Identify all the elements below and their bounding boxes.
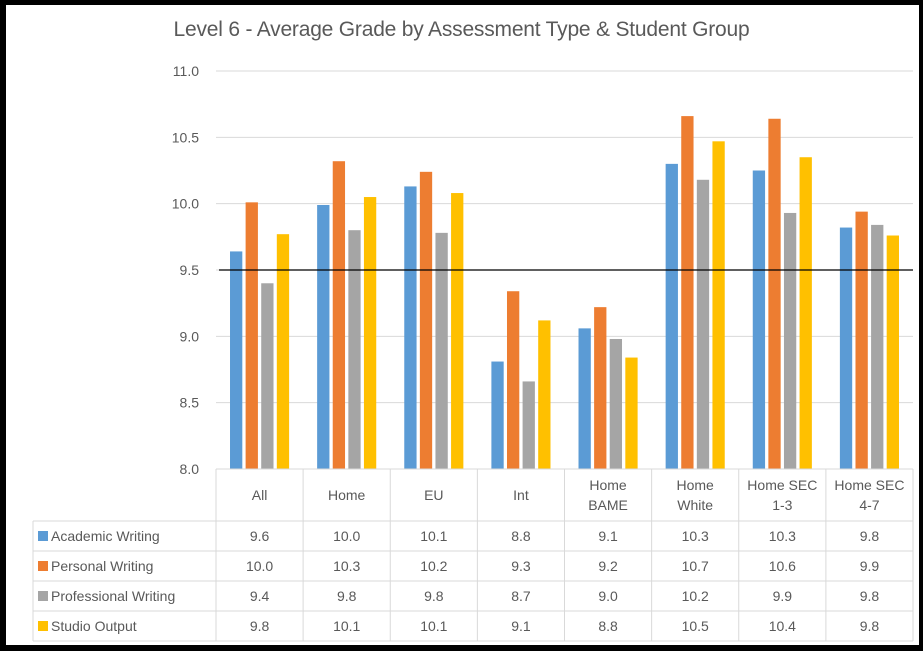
bar-personal-writing [506, 291, 520, 469]
bar-academic-writing [839, 227, 853, 469]
table-value: 9.2 [598, 558, 618, 574]
category-label: 1-3 [772, 497, 792, 513]
table-value: 10.0 [246, 558, 273, 574]
y-tick-label: 10.5 [172, 129, 199, 145]
bar-studio-output [625, 357, 638, 469]
category-label: BAME [588, 497, 628, 513]
table-value: 9.6 [250, 528, 270, 544]
table-value: 9.1 [598, 528, 618, 544]
table-value: 10.5 [682, 618, 709, 634]
bar-academic-writing [578, 328, 591, 469]
bar-personal-writing [594, 307, 607, 469]
y-tick-label: 8.5 [180, 395, 200, 411]
table-value: 10.3 [682, 528, 709, 544]
bar-academic-writing [404, 186, 417, 470]
bar-personal-writing [681, 116, 694, 470]
bar-studio-output [538, 320, 551, 469]
bar-studio-output [799, 157, 812, 469]
table-value: 10.2 [420, 558, 447, 574]
bar-academic-writing [665, 163, 678, 469]
table-value: 10.6 [769, 558, 796, 574]
bar-professional-writing [522, 381, 535, 469]
bar-academic-writing [491, 361, 504, 469]
y-tick-label: 9.0 [180, 328, 200, 344]
bar-professional-writing [348, 230, 361, 469]
table-value: 9.8 [860, 588, 880, 604]
bar-academic-writing [230, 251, 243, 469]
bar-studio-output [276, 234, 290, 469]
table-value: 10.2 [682, 588, 709, 604]
legend-label: Academic Writing [51, 528, 160, 544]
table-value: 9.0 [598, 588, 618, 604]
table-value: 10.0 [333, 528, 360, 544]
table-value: 9.3 [511, 558, 531, 574]
bar-personal-writing [768, 118, 781, 469]
category-label: Home SEC [834, 477, 904, 493]
table-value: 9.9 [773, 588, 793, 604]
bar-personal-writing [245, 202, 258, 469]
bar-professional-writing [435, 232, 448, 469]
bar-professional-writing [871, 224, 884, 469]
table-value: 9.8 [424, 588, 444, 604]
category-label: 4-7 [859, 497, 879, 513]
y-tick-label: 9.5 [180, 262, 200, 278]
table-value: 9.9 [860, 558, 880, 574]
y-tick-label: 11.0 [173, 63, 199, 79]
table-value: 10.1 [333, 618, 360, 634]
chart-title: Level 6 - Average Grade by Assessment Ty… [173, 18, 750, 41]
category-label: All [252, 487, 268, 503]
bar-studio-output [886, 235, 899, 469]
legend-label: Studio Output [51, 618, 137, 634]
table-value: 10.1 [420, 528, 447, 544]
legend-swatch [38, 561, 48, 571]
bar-professional-writing [261, 283, 274, 469]
bar-professional-writing [783, 212, 797, 469]
category-label: Home [328, 487, 366, 503]
y-tick-label: 8.0 [180, 461, 200, 477]
table-value: 10.4 [769, 618, 796, 634]
bar-professional-writing [696, 179, 710, 469]
table-value: 8.8 [598, 618, 618, 634]
legend-swatch [38, 621, 48, 631]
bar-professional-writing [609, 338, 623, 469]
legend-swatch [38, 531, 48, 541]
table-value: 10.1 [420, 618, 447, 634]
bar-academic-writing [317, 204, 330, 469]
category-label: Home SEC [747, 477, 817, 493]
category-label: Home [677, 477, 715, 493]
y-tick-label: 10.0 [172, 196, 199, 212]
legend-label: Personal Writing [51, 558, 153, 574]
bar-studio-output [712, 141, 725, 469]
table-value: 9.8 [860, 618, 880, 634]
category-label: EU [424, 487, 443, 503]
table-value: 10.3 [333, 558, 360, 574]
bar-studio-output [451, 193, 464, 469]
table-value: 9.8 [337, 588, 357, 604]
bar-personal-writing [419, 171, 433, 469]
category-label: Int [513, 487, 529, 503]
legend-label: Professional Writing [51, 588, 175, 604]
legend-swatch [38, 591, 48, 601]
bar-personal-writing [855, 211, 868, 470]
table-value: 9.8 [250, 618, 270, 634]
table-value: 8.8 [511, 528, 531, 544]
table-value: 10.3 [769, 528, 796, 544]
table-value: 9.8 [860, 528, 880, 544]
bar-personal-writing [332, 161, 346, 470]
category-label: Home [589, 477, 627, 493]
bar-academic-writing [752, 170, 766, 469]
bar-studio-output [363, 197, 377, 470]
table-value: 10.7 [682, 558, 709, 574]
table-value: 9.1 [511, 618, 531, 634]
table-value: 8.7 [511, 588, 531, 604]
table-value: 9.4 [250, 588, 270, 604]
category-label: White [677, 497, 713, 513]
